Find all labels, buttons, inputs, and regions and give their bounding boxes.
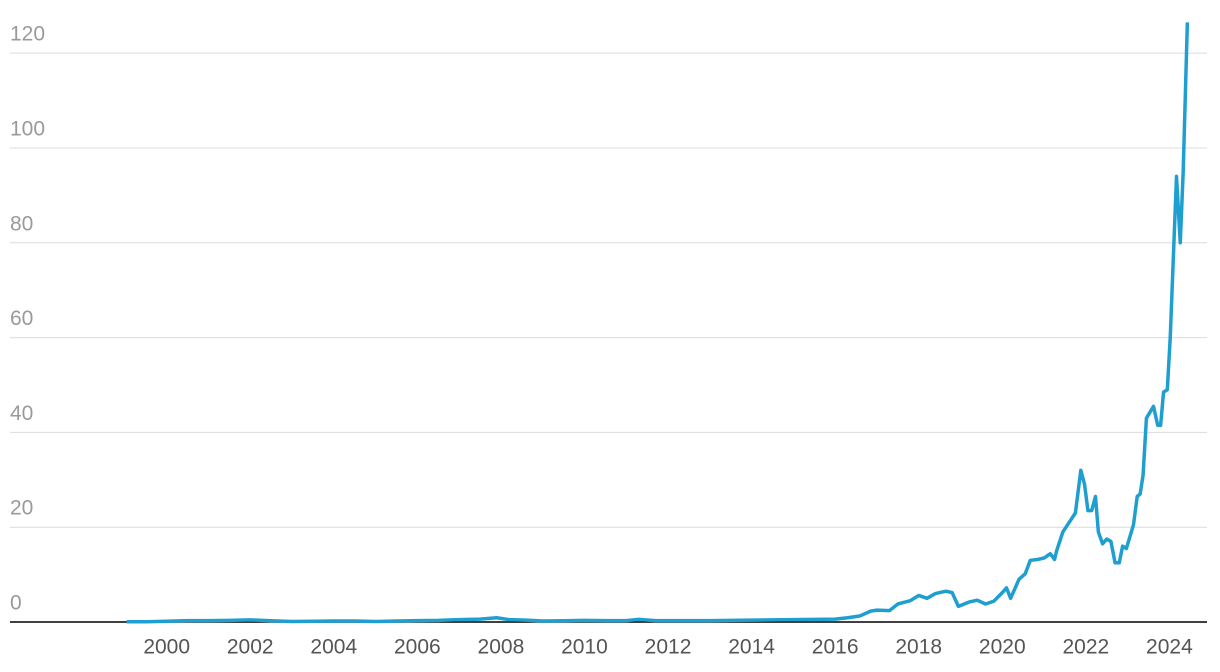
x-tick-label: 2012: [645, 636, 692, 659]
x-tick-label: 2010: [561, 636, 608, 659]
x-tick-label: 2002: [227, 636, 274, 659]
y-tick-label: 20: [10, 497, 33, 520]
x-tick-label: 2018: [895, 636, 942, 659]
price-line: [126, 22, 1190, 624]
y-tick-label: 120: [10, 23, 45, 46]
x-tick-label: 2014: [728, 636, 775, 659]
x-tick-label: 2020: [979, 636, 1026, 659]
y-tick-label: 40: [10, 402, 33, 425]
x-tick-label: 2016: [812, 636, 859, 659]
x-tick-label: 2008: [478, 636, 525, 659]
x-tick-label: 2006: [394, 636, 441, 659]
x-tick-label: 2000: [143, 636, 190, 659]
x-tick-label: 2004: [310, 636, 357, 659]
y-tick-label: 80: [10, 212, 33, 235]
y-tick-label: 0: [10, 592, 22, 615]
y-tick-label: 100: [10, 118, 45, 141]
x-tick-label: 2024: [1146, 636, 1193, 659]
y-tick-label: 60: [10, 307, 33, 330]
x-tick-label: 2022: [1062, 636, 1109, 659]
